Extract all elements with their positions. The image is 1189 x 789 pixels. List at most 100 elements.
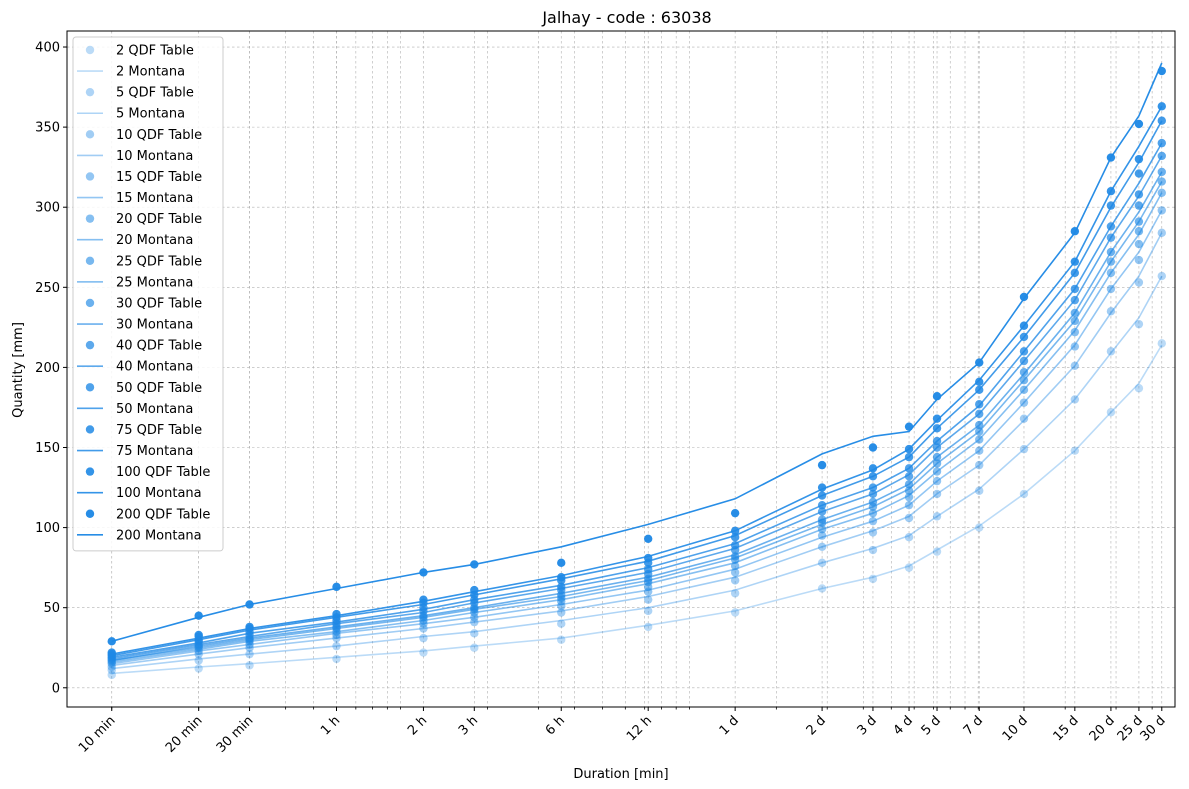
qdf-point-100 xyxy=(1157,102,1166,111)
qdf-point-5 xyxy=(470,629,479,638)
qdf-point-2 xyxy=(817,584,827,593)
qdf-point-2 xyxy=(932,547,942,556)
y-tick-label: 150 xyxy=(35,441,60,456)
qdf-point-200 xyxy=(1106,153,1116,162)
legend-label-table-5: 5 QDF Table xyxy=(116,86,194,101)
qdf-point-5 xyxy=(557,619,566,628)
qdf-point-40 xyxy=(1106,233,1116,242)
qdf-point-30 xyxy=(817,515,827,524)
legend-label-montana-20: 20 Montana xyxy=(116,233,193,248)
qdf-point-75 xyxy=(730,532,740,542)
qdf-point-100 xyxy=(194,630,203,640)
qdf-point-100 xyxy=(904,444,914,454)
montana-line-10 xyxy=(111,232,1163,667)
qdf-point-10 xyxy=(1070,361,1080,370)
qdf-point-10 xyxy=(904,513,914,523)
qdf-point-25 xyxy=(904,486,914,495)
qdf-point-200 xyxy=(904,422,914,431)
qdf-point-30 xyxy=(1019,368,1029,377)
qdf-point-30 xyxy=(730,552,740,561)
qdf-point-2 xyxy=(975,523,984,532)
qdf-point-100 xyxy=(643,553,653,563)
qdf-point-5 xyxy=(932,512,942,521)
qdf-point-200 xyxy=(557,558,566,568)
qdf-point-15 xyxy=(932,476,942,486)
y-tick-label: 200 xyxy=(35,361,60,376)
qdf-point-100 xyxy=(868,464,878,473)
qdf-point-15 xyxy=(975,446,984,455)
qdf-point-50 xyxy=(1070,284,1080,294)
qdf-point-100 xyxy=(730,526,740,535)
qdf-point-30 xyxy=(1106,247,1116,257)
qdf-point-2 xyxy=(868,574,878,584)
qdf-point-20 xyxy=(817,524,827,534)
qdf-point-2 xyxy=(245,661,254,670)
qdf-point-75 xyxy=(932,424,942,433)
qdf-point-20 xyxy=(868,508,878,518)
qdf-point-40 xyxy=(1070,295,1080,305)
qdf-point-40 xyxy=(932,443,942,452)
qdf-point-5 xyxy=(868,545,878,555)
qdf-point-30 xyxy=(904,480,914,489)
legend-label-table-2: 2 QDF Table xyxy=(116,44,194,59)
qdf-point-200 xyxy=(730,508,740,518)
qdf-point-50 xyxy=(1106,222,1116,231)
qdf-point-30 xyxy=(1134,217,1144,226)
qdf-point-100 xyxy=(975,377,984,387)
qdf-point-2 xyxy=(107,670,116,680)
y-tick-label: 100 xyxy=(35,521,60,536)
qdf-point-20 xyxy=(932,467,942,476)
qdf-point-10 xyxy=(245,643,254,652)
qdf-point-40 xyxy=(1019,356,1029,366)
montana-line-5 xyxy=(111,275,1163,670)
qdf-point-20 xyxy=(730,561,740,571)
qdf-point-25 xyxy=(1134,227,1144,236)
qdf-point-10 xyxy=(557,608,566,617)
qdf-point-10 xyxy=(1157,228,1166,238)
qdf-point-75 xyxy=(1157,116,1166,125)
legend-marker-10 xyxy=(85,130,95,139)
qdf-point-100 xyxy=(932,414,942,423)
qdf-point-30 xyxy=(975,420,984,430)
qdf-point-2 xyxy=(1157,339,1166,348)
qdf-point-200 xyxy=(1019,292,1029,302)
qdf-point-20 xyxy=(1070,327,1080,337)
qdf-point-40 xyxy=(975,409,984,419)
legend-marker-30 xyxy=(85,298,95,308)
x-axis-label: Duration [min] xyxy=(573,767,668,782)
y-tick-label: 400 xyxy=(35,41,60,56)
qdf-point-15 xyxy=(868,516,878,526)
qdf-point-50 xyxy=(868,483,878,492)
qdf-point-15 xyxy=(1019,398,1029,407)
qdf-point-10 xyxy=(975,460,984,470)
qdf-point-50 xyxy=(817,500,827,510)
legend-label-montana-40: 40 Montana xyxy=(116,360,193,375)
qdf-point-10 xyxy=(332,633,341,643)
qdf-point-75 xyxy=(904,452,914,462)
qdf-point-5 xyxy=(1106,347,1116,356)
legend-marker-50 xyxy=(85,383,95,392)
qdf-point-2 xyxy=(643,622,653,632)
qdf-point-25 xyxy=(932,459,942,468)
qdf-point-75 xyxy=(817,491,827,500)
legend-label-table-100: 100 QDF Table xyxy=(116,465,210,480)
montana-line-2 xyxy=(111,344,1163,675)
legend-marker-100 xyxy=(85,467,95,476)
qdf-point-200 xyxy=(419,568,428,577)
qdf-point-15 xyxy=(730,568,740,577)
qdf-point-200 xyxy=(1134,119,1144,129)
legend-label-montana-200: 200 Montana xyxy=(116,528,202,543)
legend-label-table-15: 15 QDF Table xyxy=(116,170,202,185)
qdf-point-75 xyxy=(1019,332,1029,342)
qdf-point-2 xyxy=(1019,489,1029,499)
legend-marker-200 xyxy=(85,509,95,518)
qdf-point-200 xyxy=(194,611,203,620)
qdf-point-50 xyxy=(730,541,740,550)
axes-frame xyxy=(66,30,1176,708)
legend-label-montana-10: 10 Montana xyxy=(116,149,193,164)
qdf-point-50 xyxy=(1157,138,1166,148)
legend-label-montana-30: 30 Montana xyxy=(116,318,193,333)
qdf-point-5 xyxy=(730,589,740,598)
qdf-point-75 xyxy=(1134,169,1144,178)
